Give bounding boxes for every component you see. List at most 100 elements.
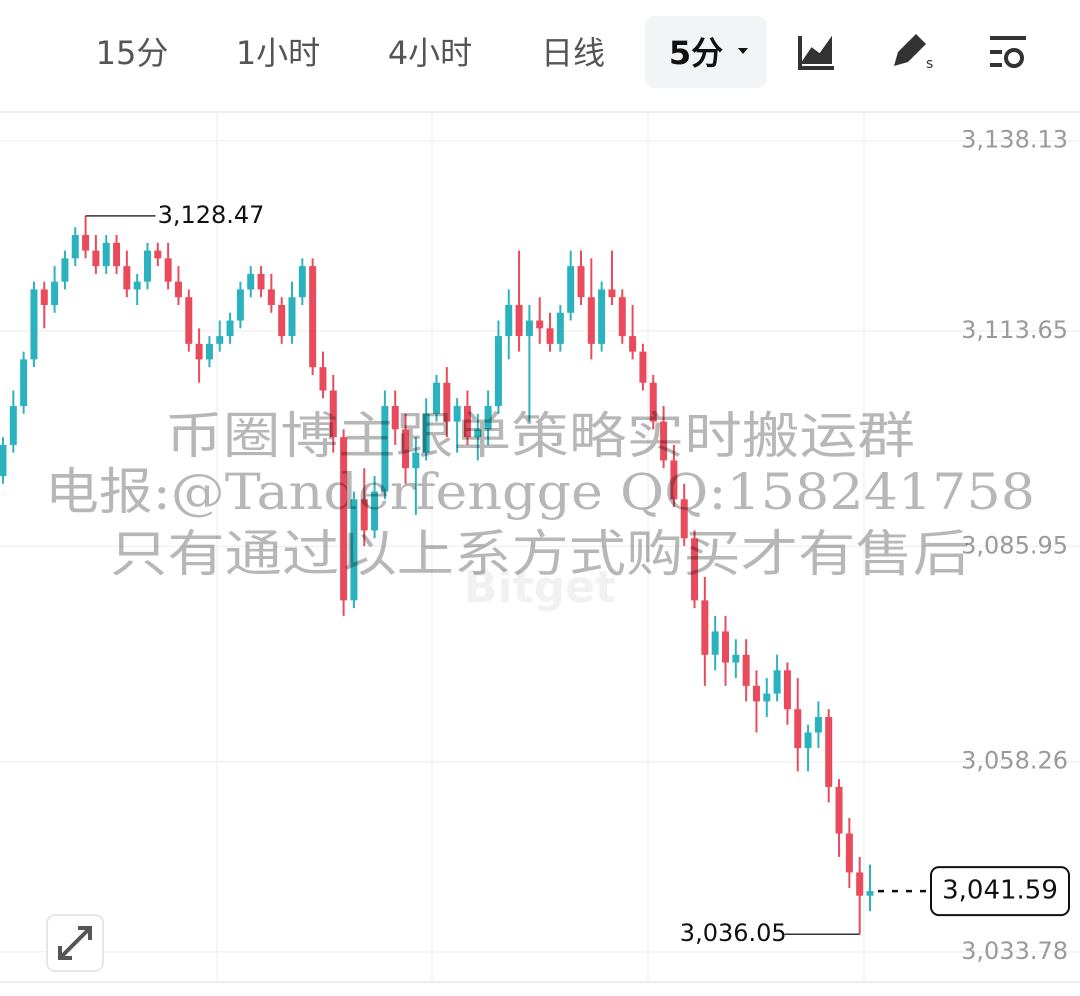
active-tab-bg bbox=[645, 16, 767, 88]
candle-body bbox=[515, 304, 523, 337]
y-tick-label: 3,113.65 bbox=[961, 316, 1068, 344]
watermark-line: 只有通过以上系方式购买才有售后 bbox=[110, 525, 970, 583]
candle-body bbox=[381, 406, 389, 492]
candle-body bbox=[691, 538, 699, 601]
candle-body bbox=[660, 421, 668, 461]
tab[interactable]: 15分 bbox=[96, 34, 169, 72]
candle-body bbox=[257, 273, 265, 290]
candle-body bbox=[71, 235, 79, 259]
y-tick-label: 3,058.26 bbox=[961, 747, 1068, 775]
vertical-grid bbox=[216, 113, 865, 982]
candle-body bbox=[185, 297, 193, 344]
candle-body bbox=[835, 786, 843, 834]
candle-body bbox=[82, 235, 90, 251]
candle-body bbox=[494, 336, 502, 407]
candle-body bbox=[154, 250, 162, 259]
candle-body bbox=[525, 320, 533, 337]
draw-icon[interactable]: s bbox=[894, 34, 933, 72]
y-tick-label: 3,085.95 bbox=[961, 531, 1068, 559]
candle-body bbox=[556, 312, 564, 344]
candle-body bbox=[371, 491, 379, 531]
candle-body bbox=[340, 437, 348, 601]
candle-body bbox=[216, 336, 224, 344]
candle-body bbox=[825, 716, 833, 787]
candle-body bbox=[732, 654, 740, 663]
candle-body bbox=[763, 693, 771, 702]
candle-body bbox=[164, 258, 172, 282]
logo-watermark: Bitget bbox=[464, 562, 616, 613]
candle-body bbox=[402, 429, 410, 469]
candle-body bbox=[102, 242, 110, 267]
candle-body bbox=[236, 289, 244, 321]
watermark-line: 电报:@Tanderfengge QQ:158241758 bbox=[45, 463, 1035, 521]
candle-body bbox=[113, 242, 121, 267]
tab[interactable]: 4小时 bbox=[388, 34, 472, 72]
tab[interactable]: 日线 bbox=[541, 34, 605, 72]
candle-body bbox=[742, 654, 750, 686]
candle-body bbox=[722, 631, 729, 663]
candle-body bbox=[536, 320, 544, 329]
candle-body bbox=[247, 273, 255, 290]
candle-body bbox=[30, 289, 38, 360]
candle-body bbox=[360, 499, 368, 531]
candle-body bbox=[133, 281, 141, 290]
candle-body bbox=[350, 499, 358, 601]
candle-body bbox=[9, 406, 17, 445]
candle-body bbox=[680, 499, 688, 539]
candle-body bbox=[329, 390, 337, 438]
candle-body bbox=[144, 250, 151, 282]
candle-body bbox=[443, 382, 451, 422]
candle-body bbox=[61, 258, 69, 282]
candle-body bbox=[608, 289, 616, 298]
candle-body bbox=[783, 670, 791, 710]
candle-body bbox=[278, 304, 286, 337]
candle-body bbox=[804, 732, 812, 749]
candle-body bbox=[40, 289, 48, 305]
candle-body bbox=[567, 266, 575, 313]
candle-body bbox=[288, 297, 296, 337]
candle-body bbox=[433, 382, 440, 414]
expand-icon bbox=[58, 926, 92, 960]
y-tick-label: 3,138.13 bbox=[961, 126, 1068, 154]
candle-body bbox=[546, 328, 554, 344]
candle-body bbox=[319, 367, 327, 391]
candle-body bbox=[618, 297, 626, 337]
candle-body bbox=[309, 266, 317, 368]
candle-body bbox=[752, 685, 760, 702]
dropdown-arrow[interactable] bbox=[738, 48, 748, 54]
candle-body bbox=[856, 872, 864, 896]
candle-body bbox=[20, 359, 28, 407]
candle-body bbox=[205, 343, 213, 360]
candle-body bbox=[267, 289, 275, 305]
candle-body bbox=[773, 670, 781, 694]
candle-body bbox=[484, 406, 492, 430]
y-tick-label: 3,033.78 bbox=[961, 937, 1068, 965]
icon-glyph: s bbox=[926, 56, 933, 72]
candle-body bbox=[123, 266, 131, 290]
last-price-label: 3,041.59 bbox=[942, 876, 1058, 906]
candle-body bbox=[670, 460, 678, 500]
candle-body bbox=[0, 444, 7, 476]
candle-body bbox=[711, 631, 719, 655]
tab[interactable]: 1小时 bbox=[236, 34, 320, 72]
candle-body bbox=[629, 336, 637, 352]
candle-body bbox=[391, 406, 399, 430]
candle-body bbox=[587, 297, 595, 344]
watermark-line: 币圈博主跟单策略实时搬运群 bbox=[165, 407, 915, 465]
candle-body bbox=[92, 250, 100, 267]
candle-body bbox=[453, 406, 461, 422]
min-label: 3,036.05 bbox=[680, 919, 787, 947]
candle-body bbox=[814, 716, 822, 733]
chart-type-icon[interactable] bbox=[798, 35, 834, 70]
max-label: 3,128.47 bbox=[158, 201, 265, 229]
settings-icon[interactable] bbox=[990, 36, 1026, 68]
candle-body bbox=[866, 891, 874, 896]
candle-body bbox=[298, 266, 306, 298]
candle-body bbox=[845, 833, 853, 873]
tab-bar: 15分 1小时 4小时 日线 5分 bbox=[96, 34, 724, 72]
candle-body bbox=[794, 709, 802, 749]
tab[interactable]: 5分 bbox=[669, 34, 723, 72]
candle-body bbox=[226, 320, 234, 337]
candle-body bbox=[412, 452, 420, 469]
